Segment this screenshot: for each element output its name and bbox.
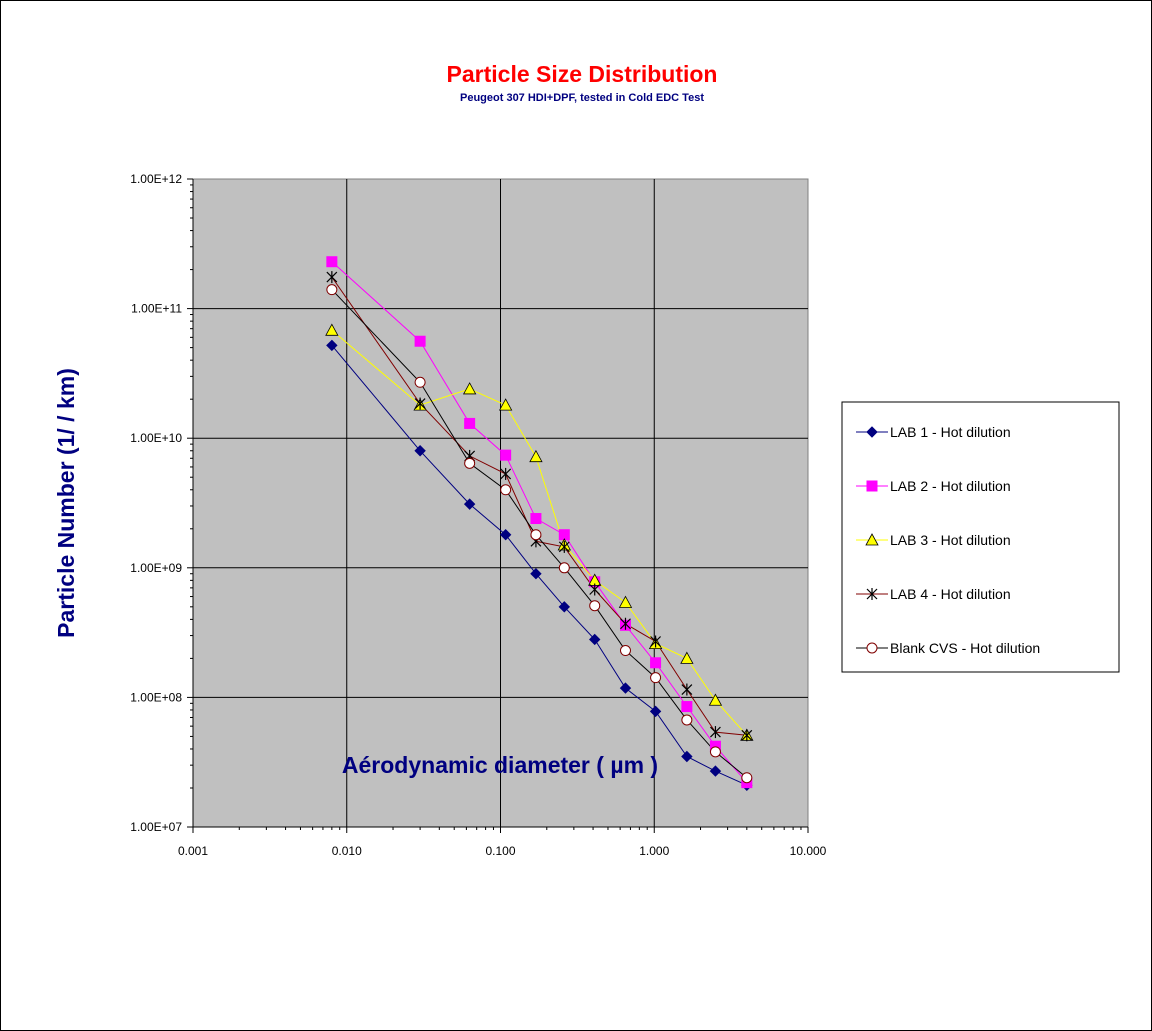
series-1-point [463,498,476,510]
series-5-point [414,376,426,388]
series-3-point [618,595,633,608]
x-tick-label: 1.000 [639,844,669,858]
chart-title: Particle Size Distribution [447,61,718,87]
series-4-point [620,617,631,630]
series-line-4 [331,276,747,736]
legend-marker [866,642,878,654]
series-4-point [650,635,661,648]
legend-label: LAB 4 - Hot dilution [890,586,1011,602]
series-2-point [464,417,476,429]
legend-marker [866,480,878,492]
series-4-point [326,271,338,284]
x-tick-label: 0.001 [178,844,208,858]
legend-label: Blank CVS - Hot dilution [890,640,1040,656]
y-axis-label: Particle Number (1/ / km) [53,368,79,638]
series-3-point [529,449,543,463]
series-line-1 [331,345,748,786]
legend-label: LAB 3 - Hot dilution [890,532,1011,548]
series-5-point [619,645,631,657]
series-4-point [500,467,512,480]
x-tick-labels: 0.001 0.010 0.100 1.000 10.000 [178,844,827,858]
series-5-point [589,600,601,612]
series-line-2 [331,261,748,783]
legend-marker [866,426,878,438]
series-5-point [326,284,338,296]
series-4-point [414,397,426,410]
legend-items: LAB 1 - Hot dilution LAB 2 - Hot dilution… [856,424,1040,656]
series-4-point [681,683,693,696]
series-2-point [326,256,338,268]
legend [841,401,1120,673]
series-markers [325,256,754,791]
series-line-5 [331,289,748,779]
series-1-point [530,568,542,580]
x-axis-label: Aérodynamic diameter ( µm ) [342,752,658,778]
series-3-point [325,323,339,336]
x-tick-label: 0.100 [485,844,515,858]
series-4-point [741,729,753,742]
series-3-point [498,398,513,411]
series-2-point [500,449,512,461]
y-tick-labels: 1.00E+07 1.00E+08 1.00E+09 1.00E+10 1.00E+11… [130,172,182,834]
axes [187,178,809,833]
series-1-point [326,339,338,352]
x-tick-label: 0.010 [332,844,362,858]
y-tick-label: 1.00E+11 [131,302,182,316]
series-4-point [710,726,721,739]
series-1-point [558,601,571,613]
series-4-point [558,540,570,553]
series-1-point [499,529,512,541]
grid-lines [193,179,808,827]
series-1-point [589,633,601,646]
series-1-point [649,705,662,718]
series-3-point [708,693,723,706]
legend-entry: LAB 4 - Hot dilution [856,586,1011,602]
chart-subtitle: Peugeot 307 HDI+DPF, tested in Cold EDC … [460,92,704,104]
series-5-point [464,457,476,469]
series-2-point [650,657,662,669]
series-2-point [530,513,542,525]
series-3-point [680,651,694,664]
legend-marker [866,588,878,600]
series-line-3 [331,329,748,736]
legend-marker [865,533,879,546]
legend-label: LAB 1 - Hot dilution [890,424,1011,440]
series-5-point [500,484,512,496]
legend-entry: LAB 3 - Hot dilution [856,532,1011,548]
series-2-point [681,701,693,713]
y-tick-label: 1.00E+10 [130,431,182,445]
series-lines [331,261,748,786]
series-1-point [619,682,632,694]
legend-entry: LAB 2 - Hot dilution [856,478,1011,494]
legend-entry: Blank CVS - Hot dilution [856,640,1040,656]
series-4-point [589,583,601,596]
y-tick-label: 1.00E+09 [130,561,182,575]
series-5-point [741,772,753,784]
series-1-point [414,445,426,457]
y-tick-label: 1.00E+07 [130,820,182,834]
series-5-point [558,562,570,574]
series-5-point [709,746,721,758]
legend-entry: LAB 1 - Hot dilution [856,424,1011,440]
series-5-point [650,672,662,684]
series-5-point [530,529,542,541]
series-5-point [681,714,693,726]
series-1-point [709,765,722,777]
legend-label: LAB 2 - Hot dilution [890,478,1011,494]
y-tick-label: 1.00E+12 [130,172,182,186]
series-1-point [681,750,693,763]
x-tick-label: 10.000 [790,844,827,858]
series-2-point [414,335,426,347]
series-3-point [462,382,477,395]
y-tick-label: 1.00E+08 [130,690,182,704]
